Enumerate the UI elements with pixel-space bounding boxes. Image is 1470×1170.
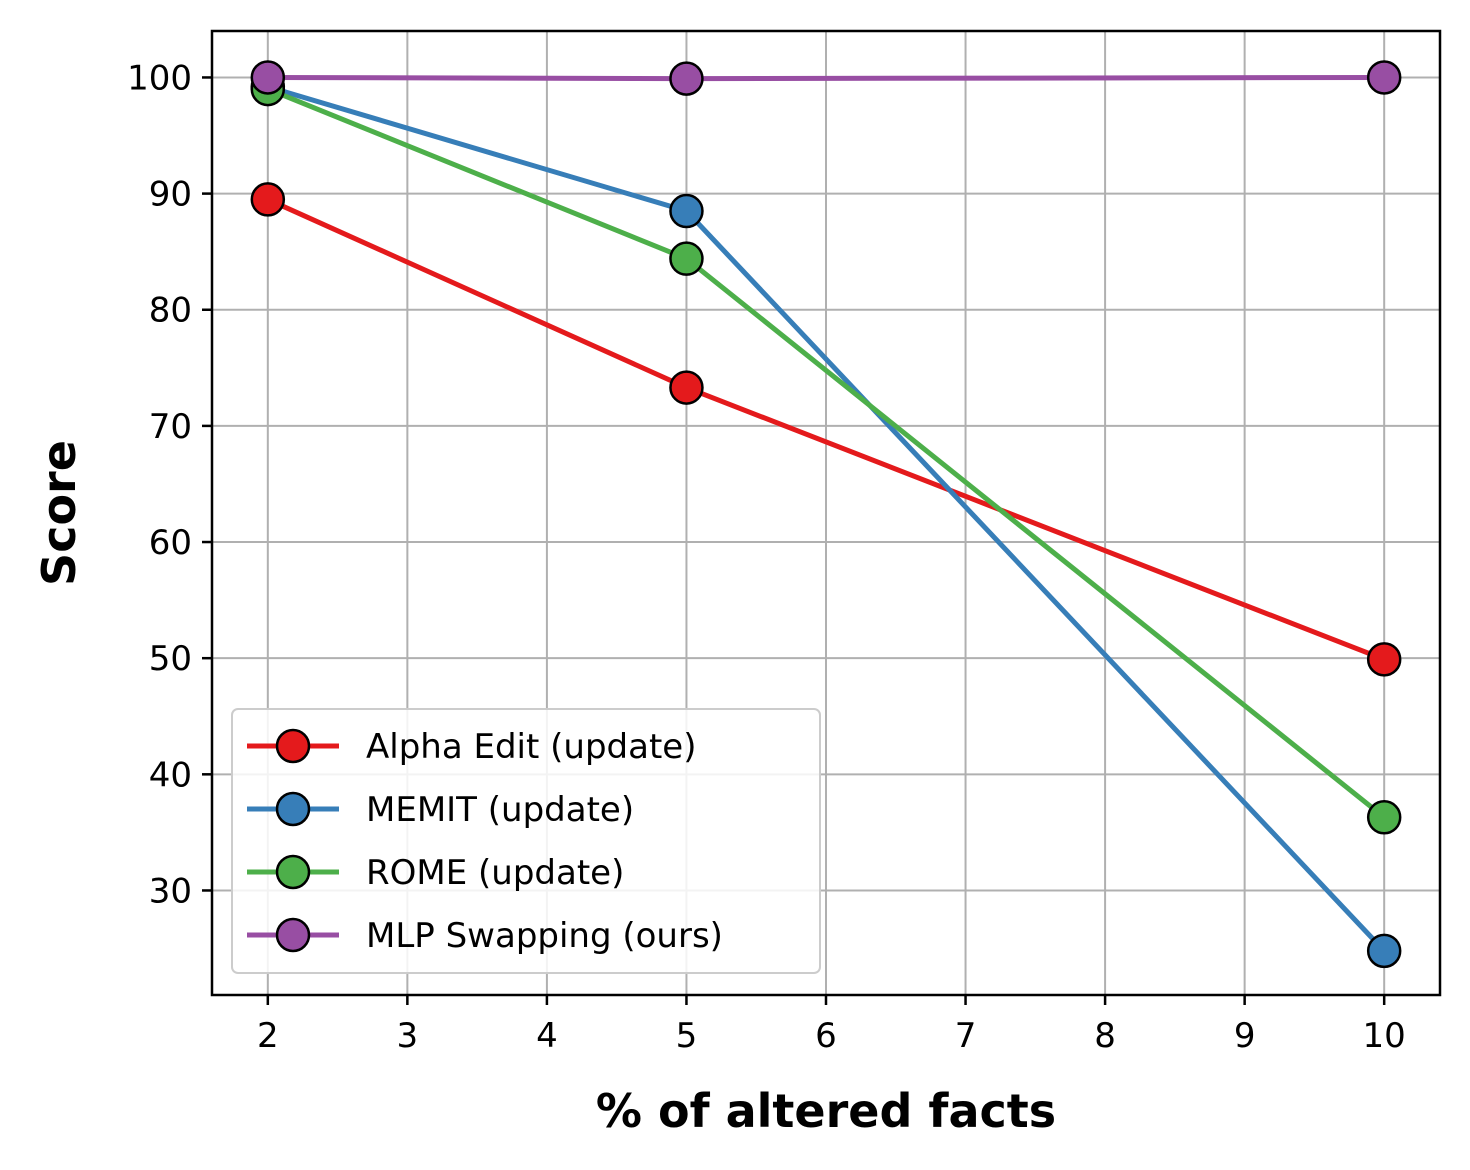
- series-line-mlp-swapping-ours: [267, 74, 1385, 82]
- series-layer: [250, 60, 1402, 969]
- legend-item: MEMIT (update): [247, 790, 634, 830]
- x-tick-label: 8: [1094, 1016, 1116, 1056]
- x-tick-label: 9: [1234, 1016, 1256, 1056]
- data-point: [1366, 60, 1402, 95]
- legend-label: MEMIT (update): [366, 790, 634, 830]
- legend-marker: [275, 854, 311, 890]
- legend-marker: [275, 728, 311, 764]
- legend-marker: [275, 791, 311, 827]
- y-tick-label: 90: [149, 175, 192, 215]
- data-point: [669, 370, 704, 405]
- x-tick-label: 2: [257, 1016, 279, 1056]
- legend-box: [231, 708, 821, 974]
- x-tick-label: 6: [815, 1016, 837, 1056]
- x-tick-label: 5: [676, 1016, 698, 1056]
- y-tick-label: 100: [127, 58, 192, 98]
- y-axis-title: Score: [32, 440, 86, 586]
- legend-item: Alpha Edit (update): [247, 727, 696, 767]
- legend-item: ROME (update): [247, 853, 624, 893]
- data-point: [1366, 642, 1402, 677]
- x-tick-label: 7: [955, 1016, 977, 1056]
- legend-item: MLP Swapping (ours): [247, 916, 723, 956]
- data-point: [669, 193, 704, 229]
- y-tick-label: 70: [149, 407, 192, 447]
- x-tick-label: 3: [397, 1016, 419, 1056]
- x-tick-label: 10: [1363, 1016, 1406, 1056]
- y-tick-label: 40: [149, 755, 192, 795]
- data-point: [1366, 800, 1402, 835]
- legend-label: ROME (update): [366, 853, 624, 893]
- series-mlp-swapping-ours: [250, 60, 1402, 96]
- y-tick-label: 50: [149, 639, 192, 679]
- x-tick-label: 4: [536, 1016, 558, 1056]
- data-point: [669, 241, 704, 276]
- x-axis-ticks: 2 3 4 5 6 7 8 9 10: [257, 995, 1406, 1056]
- y-tick-label: 60: [149, 523, 192, 563]
- y-tick-label: 30: [149, 871, 192, 911]
- data-point: [250, 182, 286, 217]
- y-axis-ticks: 30 40 50 60 70 80 90 100: [127, 58, 212, 911]
- legend-label: Alpha Edit (update): [366, 727, 696, 767]
- legend: Alpha Edit (update) MEMIT (update) ROME (u…: [231, 708, 821, 974]
- y-tick-label: 80: [149, 291, 192, 331]
- data-point: [669, 61, 704, 96]
- legend-marker: [275, 917, 311, 953]
- series-alpha-edit-update: [250, 182, 1402, 677]
- data-point: [1366, 933, 1402, 969]
- legend-label: MLP Swapping (ours): [366, 916, 723, 956]
- x-axis-title: % of altered facts: [596, 1084, 1056, 1138]
- data-point: [250, 60, 286, 95]
